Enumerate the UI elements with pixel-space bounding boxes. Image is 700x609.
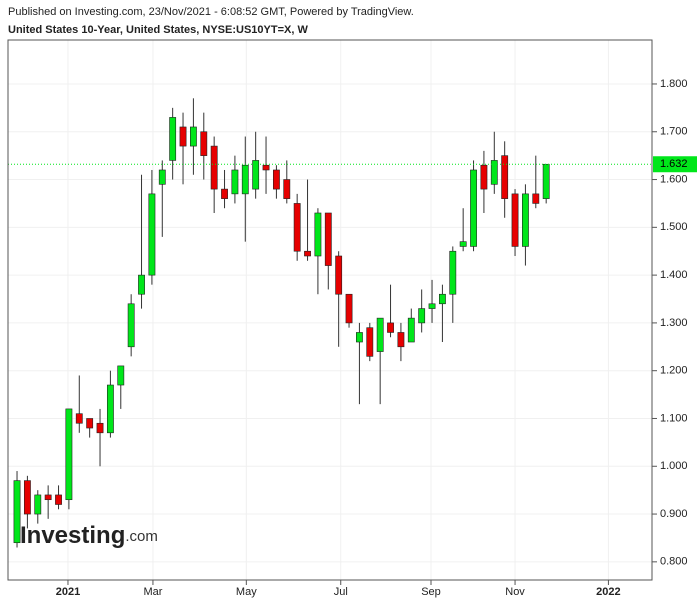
candle-body [86, 418, 94, 429]
candle-body [241, 164, 249, 195]
candle-body [200, 131, 208, 156]
y-tick-label: 1.600 [660, 173, 688, 185]
y-tick-label: 1.800 [660, 78, 688, 90]
y-tick-label: 1.500 [660, 221, 688, 233]
y-tick-label: 1.700 [660, 126, 688, 138]
candle-body [470, 169, 477, 247]
y-tick-label: 1.000 [660, 460, 688, 472]
candle-body [418, 308, 426, 324]
candle-body [44, 494, 52, 501]
x-tick-label: May [236, 586, 257, 598]
y-tick-label: 0.900 [660, 508, 688, 520]
last-price-label: 1.632 [660, 158, 688, 170]
candle-body [252, 160, 260, 190]
candle-body [127, 303, 135, 348]
candle-body [272, 169, 280, 190]
candle-body [428, 303, 436, 309]
candle-body [376, 317, 384, 352]
header: Published on Investing.com, 23/Nov/2021 … [8, 6, 414, 18]
y-tick-label: 0.800 [660, 556, 688, 568]
candle-body [117, 365, 125, 386]
candle-body [501, 155, 509, 199]
candle-body [231, 169, 239, 195]
candle-body [345, 293, 353, 324]
candle-body [138, 274, 145, 295]
candle-body [169, 117, 177, 161]
candle-body [304, 250, 311, 257]
candle-body [179, 126, 187, 147]
candle-body [439, 293, 446, 305]
x-tick-label: 2021 [56, 586, 80, 598]
candle-body [366, 327, 374, 357]
candle-body [449, 250, 457, 295]
candle-body [189, 126, 197, 147]
candle-body [480, 164, 488, 190]
candle-body [522, 193, 529, 247]
watermark-suffix: .com [125, 528, 158, 545]
candle-body [293, 203, 301, 252]
watermark-main: Investing [20, 522, 125, 549]
candle-body [324, 212, 332, 266]
candle-body [34, 494, 42, 515]
candle-body [158, 169, 166, 185]
x-tick-label: Nov [505, 586, 525, 598]
candle-body [55, 494, 62, 505]
candle-body [23, 480, 31, 515]
candle-body [490, 160, 498, 185]
candle-body [335, 255, 343, 295]
candle-body [532, 193, 540, 204]
candle-body [356, 332, 363, 343]
plot-border [7, 39, 653, 581]
x-tick-label: 2022 [596, 586, 620, 598]
candle-body [262, 164, 270, 171]
candle-body [387, 322, 394, 333]
candle-body [314, 212, 322, 257]
y-tick-label: 1.300 [660, 317, 688, 329]
candle-body [542, 163, 550, 199]
chart-title: United States 10-Year, United States, NY… [8, 24, 308, 36]
candle-body [13, 480, 21, 544]
candle-body [106, 384, 114, 434]
candle-body [65, 408, 73, 501]
candle-body [221, 188, 228, 199]
y-tick-label: 1.100 [660, 412, 688, 424]
last-price-tag [653, 156, 697, 173]
candle-body [397, 332, 405, 348]
y-tick-label: 1.400 [660, 269, 688, 281]
watermark: Investing.com [20, 522, 158, 549]
candle-body [148, 193, 156, 276]
y-tick-label: 1.200 [660, 365, 688, 377]
plot-area [8, 40, 652, 580]
x-tick-label: Sep [421, 586, 441, 598]
candle-body [96, 422, 104, 434]
x-tick-label: Jul [334, 586, 348, 598]
candle-body [459, 241, 467, 247]
candle-body [210, 145, 218, 190]
candle-body [407, 317, 415, 343]
candle-body [283, 179, 291, 199]
x-tick-label: Mar [143, 586, 162, 598]
candle-body [511, 193, 519, 247]
candle-body [75, 413, 83, 424]
